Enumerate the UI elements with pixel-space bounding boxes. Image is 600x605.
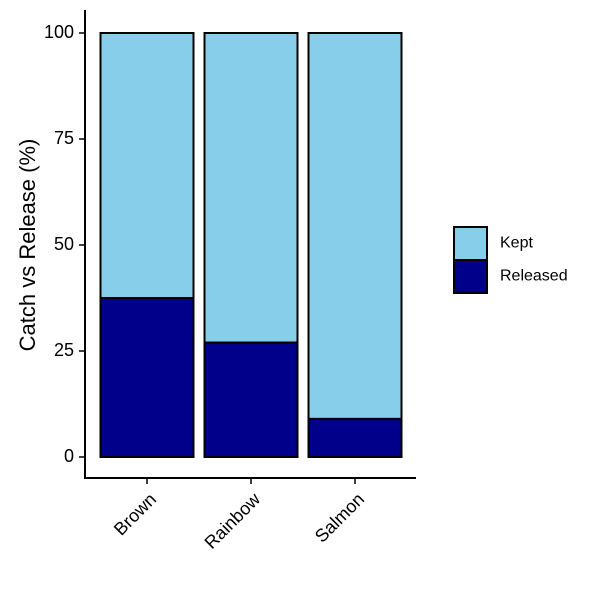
x-tick-label-brown: Brown [110,489,160,539]
y-tick-label: 50 [54,234,74,254]
bar-brown-kept [99,32,195,299]
legend: Kept Released [453,226,568,294]
y-tick-label: 0 [64,446,74,466]
legend-swatch-kept [453,226,488,261]
bar-brown-released [99,297,195,458]
axes-layer [84,10,416,479]
y-axis-title: Catch vs Release (%) [15,139,40,352]
bars-layer [99,32,403,458]
y-tick-label: 100 [44,22,74,42]
legend-swatch-released [453,259,488,294]
bar-rainbow-kept [203,32,299,344]
x-tick-label-rainbow: Rainbow [201,488,265,552]
legend-label-kept: Kept [500,235,533,252]
x-ticks-layer: Brown Rainbow Salmon [110,478,368,553]
bar-salmon-released [307,417,403,458]
y-ticks-layer: 0 25 50 75 100 [44,22,85,466]
y-tick-label: 75 [54,128,74,148]
legend-label-released: Released [500,268,568,285]
bar-rainbow-released [203,341,299,458]
bar-salmon-kept [307,32,403,420]
x-tick-label-salmon: Salmon [311,489,368,546]
y-tick-label: 25 [54,340,74,360]
